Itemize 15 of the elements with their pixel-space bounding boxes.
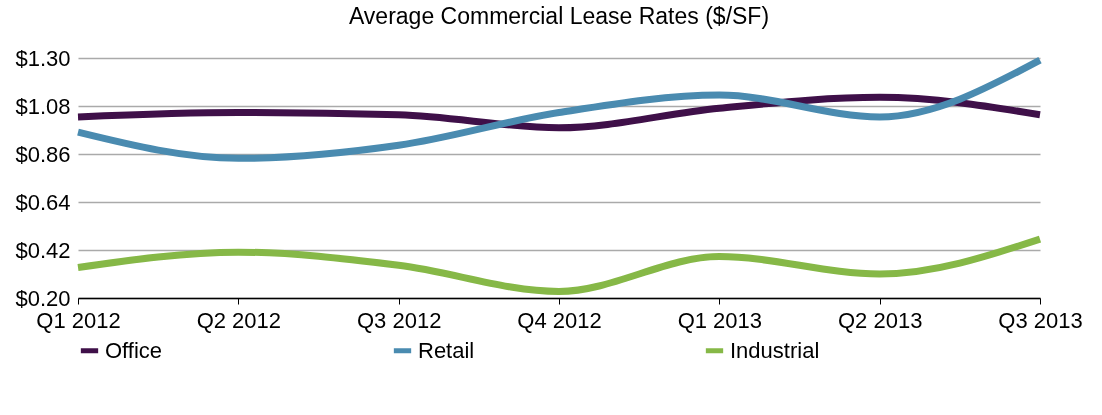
y-tick-label: $0.64: [15, 189, 71, 215]
y-tick-label: $0.42: [15, 237, 71, 263]
legend-label: Retail: [418, 337, 475, 363]
x-tick-label: Q4 2012: [517, 307, 602, 333]
y-tick-label: $1.30: [15, 45, 71, 71]
chart-title: Average Commercial Lease Rates ($/SF): [348, 3, 770, 29]
legend-label: Office: [105, 337, 163, 363]
x-tick-label: Q3 2013: [998, 307, 1083, 333]
x-tick-label: Q3 2012: [356, 307, 442, 333]
y-tick-label: $1.08: [15, 93, 71, 119]
x-tick-label: Q1 2013: [677, 307, 763, 333]
legend-label: Industrial: [730, 337, 820, 363]
x-tick-label: Q2 2012: [196, 307, 282, 333]
x-tick-label: Q2 2013: [837, 307, 923, 333]
y-tick-label: $0.86: [15, 141, 71, 167]
